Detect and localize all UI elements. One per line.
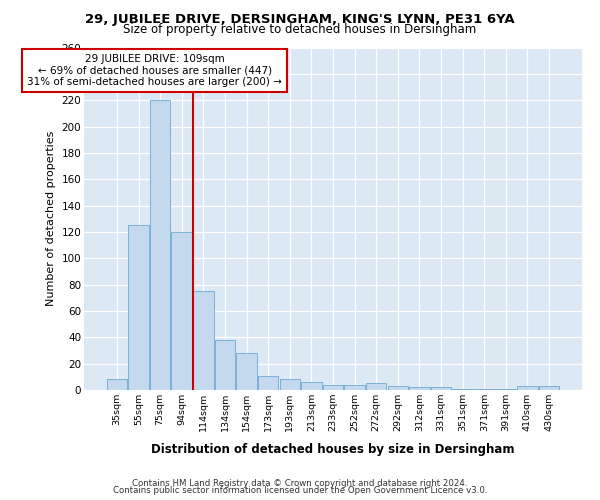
- Bar: [301, 382, 322, 390]
- Text: Distribution of detached houses by size in Dersingham: Distribution of detached houses by size …: [151, 442, 515, 456]
- Bar: [323, 384, 343, 390]
- Text: 29, JUBILEE DRIVE, DERSINGHAM, KING'S LYNN, PE31 6YA: 29, JUBILEE DRIVE, DERSINGHAM, KING'S LY…: [85, 12, 515, 26]
- Bar: [344, 384, 365, 390]
- Bar: [452, 388, 473, 390]
- Bar: [193, 291, 214, 390]
- Bar: [539, 386, 559, 390]
- Bar: [496, 388, 516, 390]
- Bar: [215, 340, 235, 390]
- Text: Contains HM Land Registry data © Crown copyright and database right 2024.: Contains HM Land Registry data © Crown c…: [132, 478, 468, 488]
- Bar: [172, 232, 192, 390]
- Bar: [388, 386, 408, 390]
- Bar: [517, 386, 538, 390]
- Bar: [236, 353, 257, 390]
- Bar: [409, 388, 430, 390]
- Bar: [107, 380, 127, 390]
- Bar: [280, 380, 300, 390]
- Text: Contains public sector information licensed under the Open Government Licence v3: Contains public sector information licen…: [113, 486, 487, 495]
- Y-axis label: Number of detached properties: Number of detached properties: [46, 131, 56, 306]
- Text: Size of property relative to detached houses in Dersingham: Size of property relative to detached ho…: [124, 22, 476, 36]
- Bar: [431, 388, 451, 390]
- Bar: [474, 388, 494, 390]
- Bar: [128, 226, 149, 390]
- Bar: [366, 384, 386, 390]
- Bar: [258, 376, 278, 390]
- Bar: [150, 100, 170, 390]
- Text: 29 JUBILEE DRIVE: 109sqm
← 69% of detached houses are smaller (447)
31% of semi-: 29 JUBILEE DRIVE: 109sqm ← 69% of detach…: [27, 54, 282, 88]
